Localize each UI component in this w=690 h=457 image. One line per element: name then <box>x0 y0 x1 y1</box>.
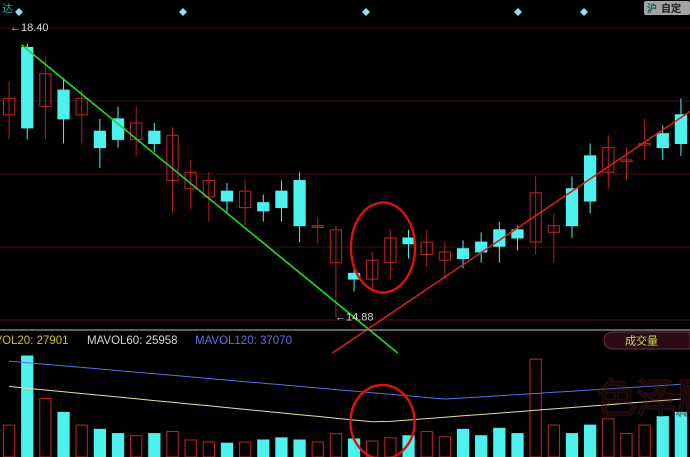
svg-text:MAVOL60: 25958: MAVOL60: 25958 <box>87 335 178 347</box>
svg-text:色泽厠: 色泽厠 <box>596 377 690 421</box>
svg-text:←14.88: ←14.88 <box>335 312 374 324</box>
svg-text:自定: 自定 <box>661 2 681 15</box>
svg-text:MAVOL120: 37070: MAVOL120: 37070 <box>195 335 292 347</box>
svg-text:达: 达 <box>2 2 13 15</box>
svg-text:←18.40: ←18.40 <box>10 22 49 34</box>
svg-text:成交量: 成交量 <box>625 334 658 348</box>
svg-text:MAVOL20: 27901: MAVOL20: 27901 <box>0 335 69 347</box>
svg-text:沪: 沪 <box>647 2 657 15</box>
